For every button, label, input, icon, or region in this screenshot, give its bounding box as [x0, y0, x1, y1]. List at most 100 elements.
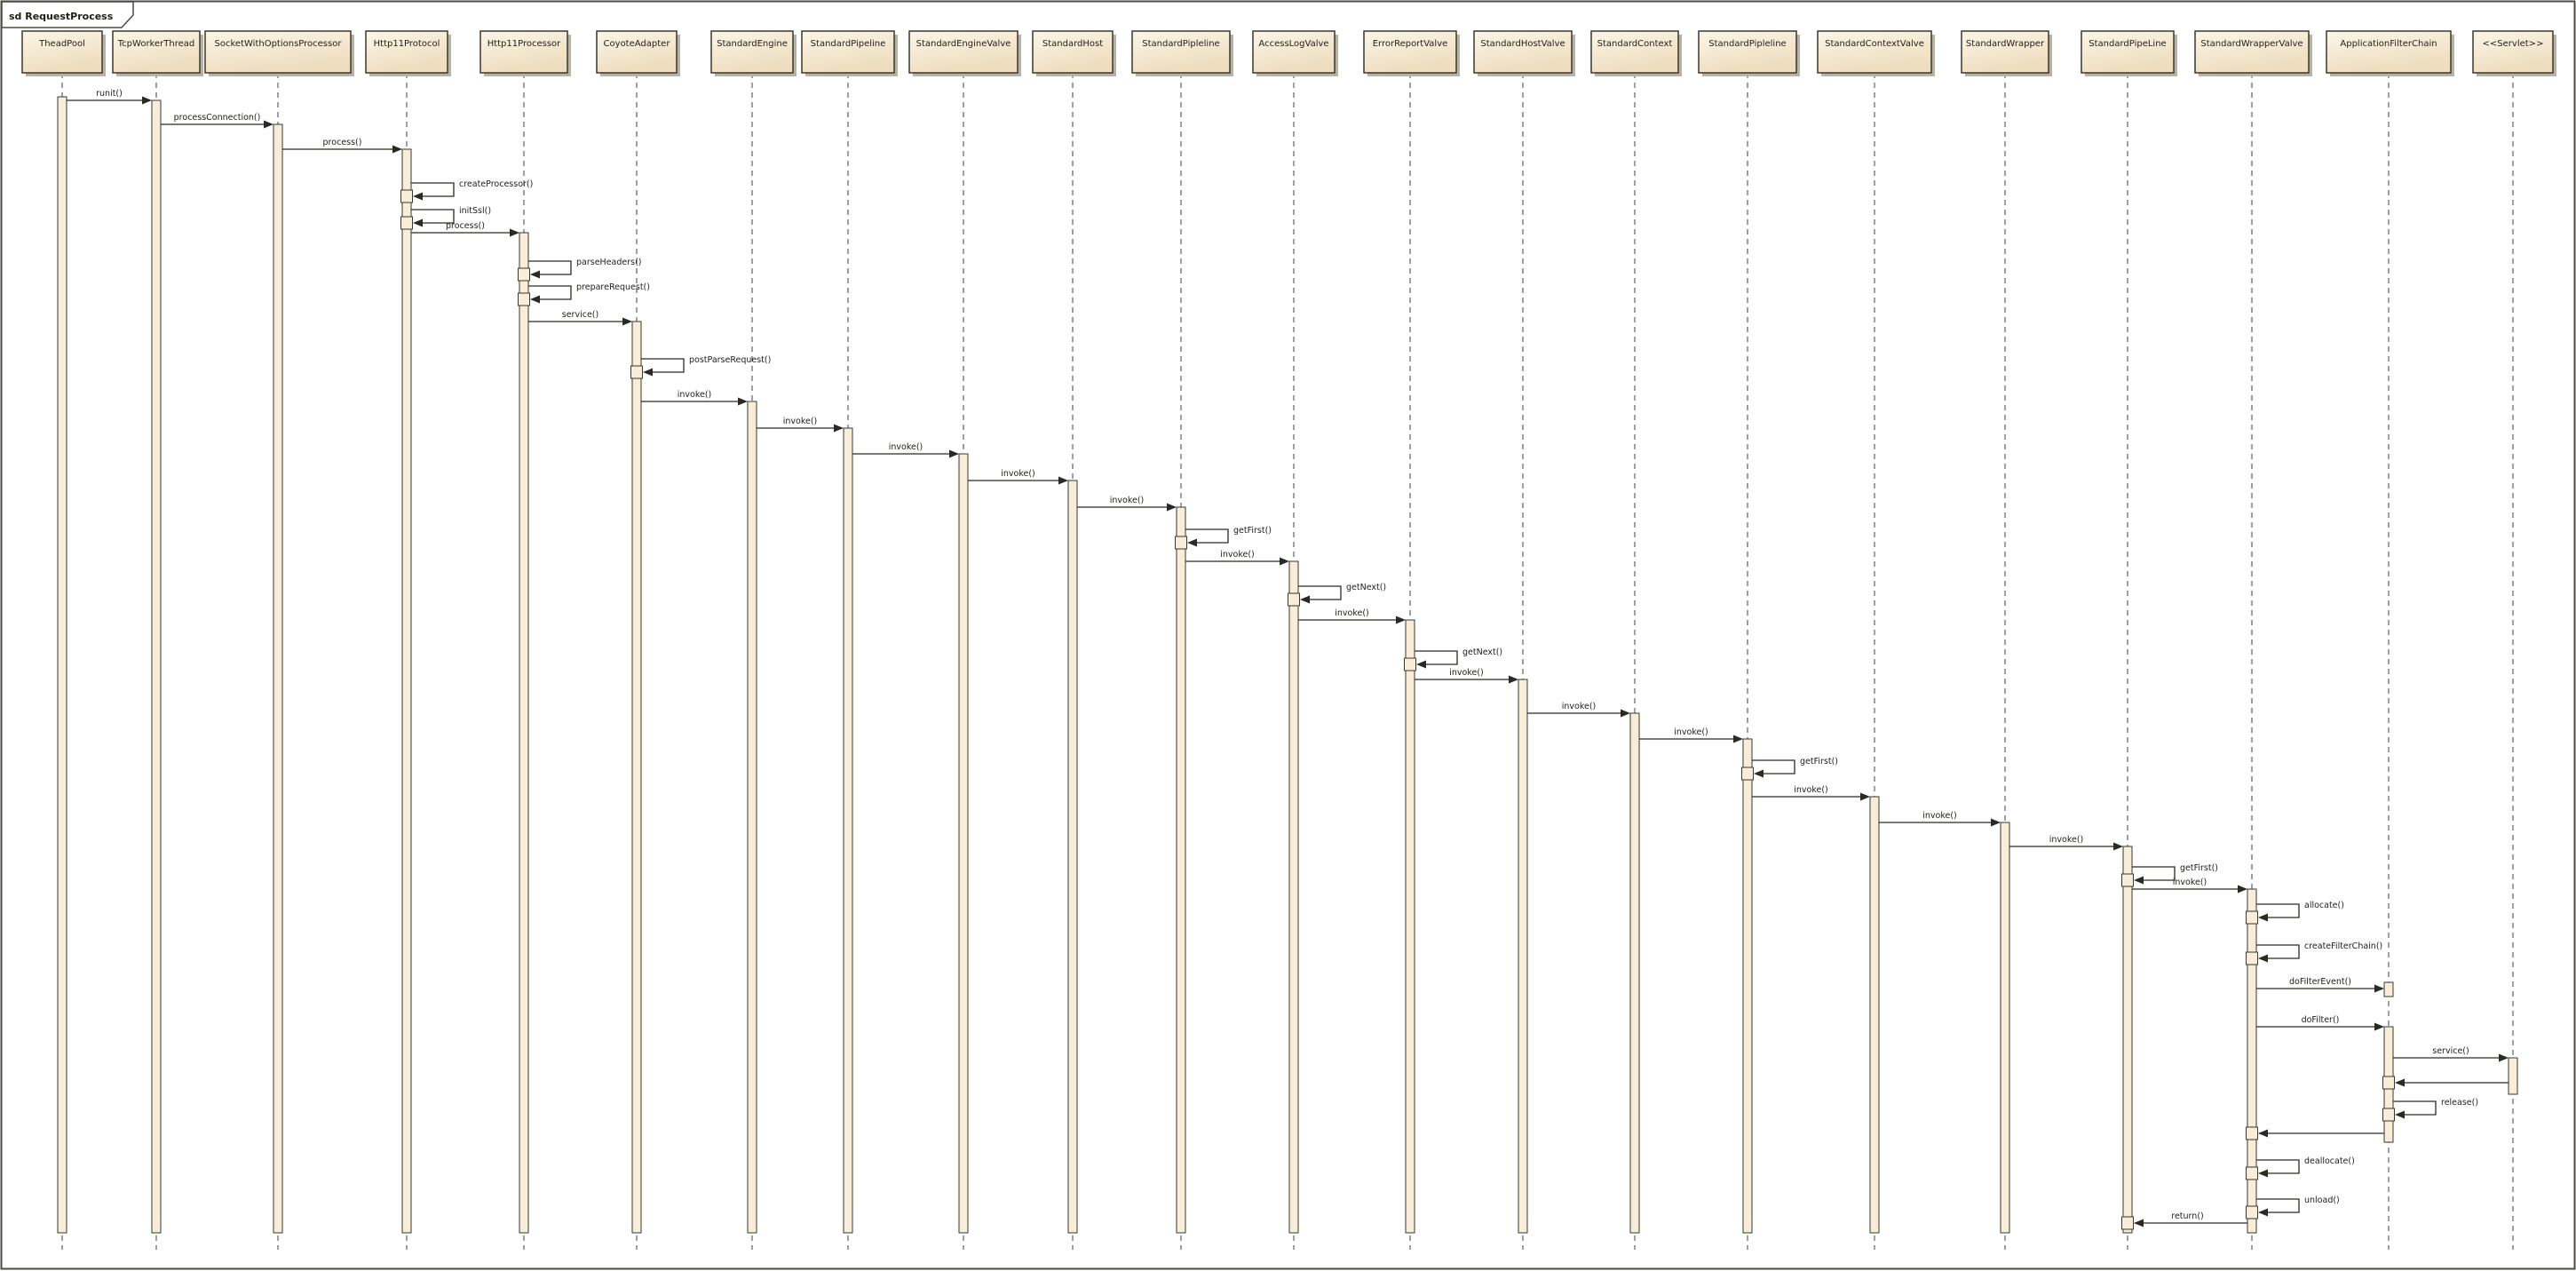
message-label: getFirst() [1800, 757, 1838, 767]
activation-bar [151, 99, 162, 1234]
self-call-activation-box [1288, 592, 1300, 607]
message-label: service() [2432, 1046, 2469, 1056]
lifeline-head-label: AccessLogValve [1258, 39, 1328, 49]
return-activation-box [2246, 1126, 2258, 1140]
message-label: invoke() [1449, 668, 1484, 678]
message-label: unload() [2304, 1196, 2340, 1205]
message-arrowhead [1509, 675, 1518, 684]
self-call-activation-box [2382, 1108, 2395, 1122]
lifeline-head-box [1817, 30, 1932, 74]
message-label: getFirst() [2180, 863, 2218, 873]
message-label: invoke() [1674, 727, 1708, 737]
self-call-arrowhead [2258, 913, 2268, 922]
message-label: initSsl() [459, 206, 491, 216]
self-call-arrowhead [1754, 769, 1764, 778]
lifeline-head-label: StandardHost [1042, 39, 1103, 49]
message-arrowhead [1167, 503, 1177, 512]
message-arrowhead [1058, 476, 1068, 485]
activation-bar [1176, 506, 1186, 1234]
self-call-loop [411, 182, 455, 197]
activation-bar [1067, 480, 1078, 1234]
message-label: invoke() [2173, 878, 2207, 887]
lifeline-head-box [2194, 30, 2310, 74]
message-arrowhead [264, 120, 273, 129]
self-call-activation-box [2246, 1166, 2258, 1180]
self-call-arrowhead [1416, 660, 1426, 669]
message-label: processConnection() [174, 113, 261, 123]
frame-title-tab [1, 1, 134, 28]
message-label: postParseRequest() [689, 355, 771, 365]
self-call-loop [1752, 759, 1795, 775]
activation-bar [1629, 712, 1640, 1234]
lifeline-head-label: StandardPipeline [811, 39, 886, 49]
activation-bar [273, 123, 283, 1234]
message-label: prepareRequest() [576, 282, 650, 292]
message-label: invoke() [1001, 469, 1035, 479]
activation-bar [1742, 738, 1753, 1234]
activation-bar [2508, 1057, 2518, 1095]
lifeline-head-box [2081, 30, 2175, 74]
lifeline-head-label: SocketWithOptionsProcessor [215, 39, 343, 49]
message-arrowhead [1733, 735, 1743, 743]
lifeline-head-label: StandardPipleline [1142, 39, 1219, 49]
return-activation-box [2382, 1076, 2395, 1090]
activation-bar [1518, 679, 1528, 1234]
self-call-arrowhead [643, 368, 653, 377]
message-arrowhead [2499, 1053, 2509, 1062]
return-arrowhead [2395, 1078, 2405, 1087]
activation-bar [401, 148, 412, 1234]
lifeline-head-label: <<Servlet>> [2483, 39, 2544, 49]
message-label: invoke() [783, 417, 818, 426]
return-arrowhead [2134, 1219, 2144, 1227]
lifeline-head-box [1698, 30, 1797, 74]
message-label: return() [2171, 1211, 2203, 1221]
activation-bar [843, 427, 853, 1234]
lifeline-head-box [596, 30, 678, 74]
self-call-arrowhead [2258, 1208, 2268, 1217]
message-label: invoke() [1110, 496, 1145, 505]
self-call-activation-box [1741, 767, 1754, 781]
message-label: doFilterEvent() [2289, 977, 2351, 987]
self-call-arrowhead [1300, 595, 1310, 604]
self-call-activation-box [518, 292, 530, 306]
lifeline-head-box [1131, 30, 1231, 74]
message-label: getNext() [1462, 647, 1502, 657]
lifeline-head-label: TheadPool [38, 39, 85, 49]
message-label: invoke() [889, 442, 923, 452]
lifeline-head-box [1590, 30, 1679, 74]
lifeline-head-label: Http11Protocol [374, 39, 440, 49]
lifeline-head-label: TcpWorkerThread [117, 39, 194, 49]
self-call-loop [641, 358, 685, 373]
lifeline-head-label: StandardPipleline [1708, 39, 1786, 49]
message-label: runit() [96, 89, 123, 99]
activation-bar [1288, 560, 1299, 1234]
message-arrowhead [834, 424, 844, 433]
message-arrowhead [2374, 984, 2384, 993]
message-arrowhead [392, 145, 402, 154]
activation-bar [1869, 796, 1880, 1234]
message-label: invoke() [2049, 835, 2084, 845]
self-call-arrowhead [413, 218, 423, 227]
self-call-loop [1298, 585, 1342, 600]
lifeline-head-label: CoyoteAdapter [604, 39, 671, 49]
self-call-loop [2256, 1159, 2300, 1174]
message-arrowhead [142, 96, 152, 105]
activation-bar [57, 96, 67, 1234]
message-label: invoke() [1794, 785, 1828, 795]
lifeline-head-label: ErrorReportValve [1373, 39, 1448, 49]
activation-bar [747, 401, 757, 1234]
self-call-activation-box [2246, 951, 2258, 965]
activation-bar [631, 321, 642, 1234]
lifeline-head-box [801, 30, 895, 74]
self-call-arrowhead [530, 295, 540, 304]
lifeline-head-label: StandardContext [1597, 39, 1673, 49]
self-call-activation-box [2246, 910, 2258, 925]
message-label: createProcessor() [459, 179, 533, 189]
message-label: getNext() [1346, 583, 1386, 592]
lifeline-head-box [21, 30, 103, 74]
message-arrowhead [2238, 885, 2247, 894]
message-arrowhead [1991, 818, 2001, 827]
message-arrowhead [738, 397, 748, 406]
